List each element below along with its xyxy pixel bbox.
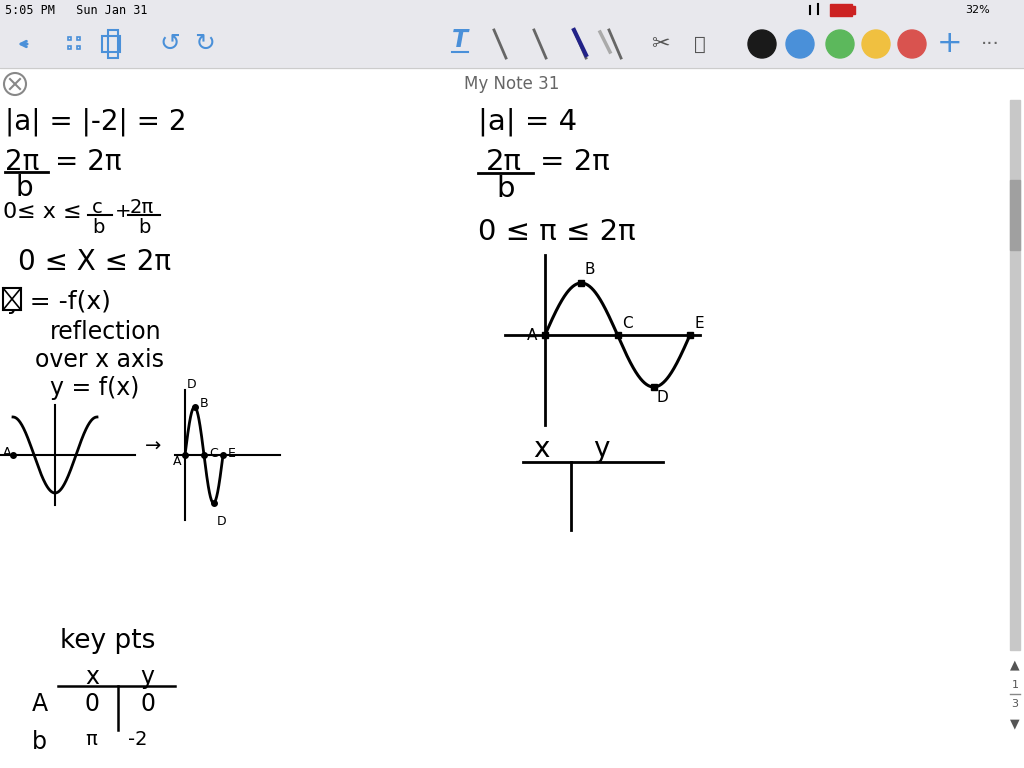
- Bar: [77, 46, 80, 49]
- Text: over x axis: over x axis: [35, 348, 164, 372]
- Text: C: C: [623, 316, 633, 330]
- Text: D: D: [187, 378, 197, 391]
- Bar: [0, 20, 1024, 68]
- Text: E: E: [228, 447, 236, 460]
- Text: D: D: [656, 389, 669, 405]
- Text: 2π: 2π: [5, 148, 39, 176]
- Text: y: y: [593, 435, 609, 463]
- Text: b: b: [496, 175, 514, 203]
- Bar: [852, 6, 855, 14]
- Text: 5:05 PM   Sun Jan 31: 5:05 PM Sun Jan 31: [5, 4, 147, 16]
- Text: 3: 3: [1012, 699, 1019, 709]
- Bar: [830, 4, 852, 16]
- Text: ✂: ✂: [650, 34, 670, 54]
- Text: -2: -2: [128, 730, 147, 749]
- Circle shape: [786, 30, 814, 58]
- Bar: [68, 37, 71, 40]
- Circle shape: [862, 30, 890, 58]
- Text: ···: ···: [981, 35, 999, 54]
- Text: D: D: [216, 515, 226, 528]
- Text: ▲: ▲: [1011, 658, 1020, 671]
- Text: A: A: [527, 327, 538, 343]
- Text: b: b: [92, 218, 104, 237]
- Bar: [0, 0, 1024, 20]
- Text: 0: 0: [85, 692, 100, 716]
- Bar: [68, 46, 71, 49]
- Bar: [102, 36, 120, 52]
- Text: My Note 31: My Note 31: [464, 75, 560, 93]
- Text: c: c: [92, 198, 102, 217]
- Text: 0 ≤ X ≤ 2π: 0 ≤ X ≤ 2π: [18, 248, 171, 276]
- Text: 32%: 32%: [966, 5, 990, 15]
- Text: y = f(x): y = f(x): [50, 376, 139, 400]
- Text: ✋: ✋: [694, 35, 706, 54]
- Text: y = -f(x): y = -f(x): [7, 290, 111, 314]
- Text: |a| = |-2| = 2: |a| = |-2| = 2: [5, 108, 186, 137]
- Text: π: π: [85, 730, 97, 749]
- Text: 1: 1: [1012, 680, 1019, 690]
- Text: 2π: 2π: [486, 148, 522, 176]
- Text: +: +: [115, 202, 131, 221]
- Text: ↻: ↻: [195, 32, 215, 56]
- Bar: [77, 37, 80, 40]
- Text: →: →: [145, 437, 162, 456]
- Circle shape: [748, 30, 776, 58]
- Text: b: b: [15, 174, 33, 202]
- Text: x: x: [534, 435, 549, 463]
- Text: 0 ≤ π ≤ 2π: 0 ≤ π ≤ 2π: [478, 218, 636, 246]
- Text: b: b: [138, 218, 151, 237]
- Text: reflection: reflection: [50, 320, 162, 344]
- Text: B: B: [200, 397, 208, 410]
- Text: T: T: [452, 28, 468, 52]
- Text: b: b: [32, 730, 47, 754]
- Text: ↺: ↺: [160, 32, 180, 56]
- Text: 0: 0: [140, 692, 155, 716]
- Circle shape: [898, 30, 926, 58]
- Text: +: +: [937, 29, 963, 58]
- Text: = 2π: = 2π: [540, 148, 609, 176]
- Text: E: E: [695, 316, 705, 330]
- Bar: [3, 288, 22, 310]
- Bar: [1010, 100, 1020, 650]
- Text: A: A: [3, 445, 11, 458]
- Text: ▼: ▼: [1011, 717, 1020, 730]
- Circle shape: [826, 30, 854, 58]
- Text: B: B: [585, 261, 595, 276]
- Bar: [108, 30, 118, 58]
- Text: x: x: [85, 665, 99, 689]
- Text: ≤ x ≤: ≤ x ≤: [17, 202, 82, 222]
- Text: |a| = 4: |a| = 4: [478, 108, 578, 137]
- Text: 0: 0: [3, 202, 17, 222]
- Bar: [1010, 180, 1020, 250]
- Text: A: A: [173, 455, 181, 468]
- Text: y: y: [140, 665, 154, 689]
- Text: 2π: 2π: [130, 198, 155, 217]
- Text: A: A: [32, 692, 48, 716]
- Text: C: C: [209, 447, 218, 460]
- Text: key pts: key pts: [60, 628, 156, 654]
- Text: = 2π: = 2π: [55, 148, 122, 176]
